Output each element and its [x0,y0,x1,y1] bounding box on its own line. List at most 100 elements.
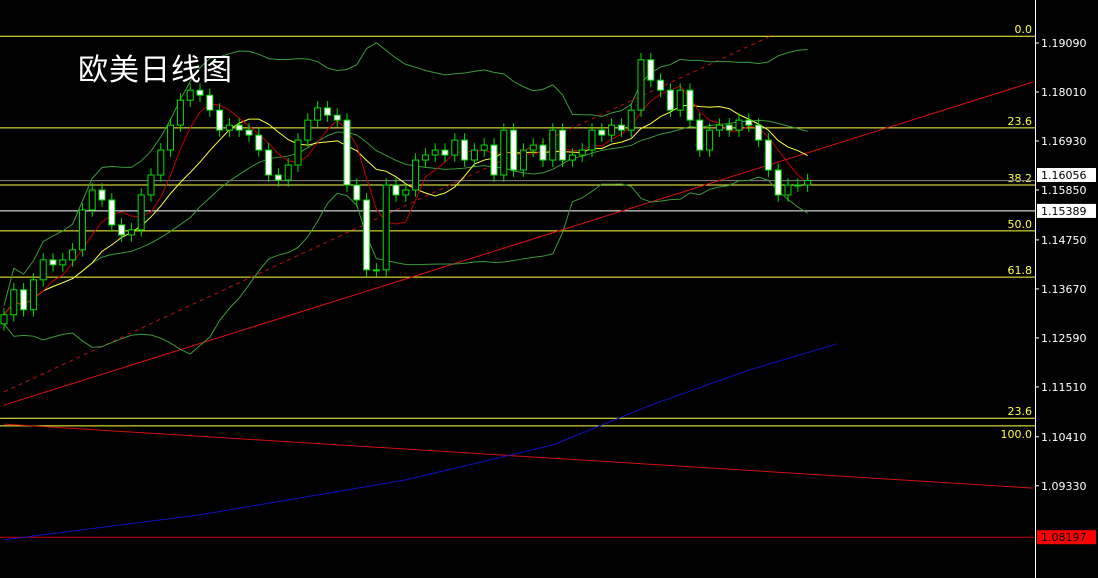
trendline [3,81,1034,406]
candle [617,118,625,137]
moving-average-slow-line [3,104,808,316]
candle [49,253,57,272]
candle [549,123,557,167]
candle [676,83,684,117]
trendline [3,423,1034,489]
candle-body [304,119,312,141]
candle [10,283,18,322]
candle [559,123,567,167]
candle [725,118,733,137]
candle-body [255,134,263,151]
candle [519,143,527,177]
candle-body [88,189,96,211]
candle-body [20,289,28,311]
candle [314,101,322,127]
candle-body [500,129,508,176]
candle-body [774,169,782,196]
candle-body [69,249,77,261]
candle [529,138,537,157]
fib-level-label: 61.8 [1008,264,1033,277]
candle [578,143,586,162]
axis-tick-label: 1.14750 [1041,234,1087,247]
candle-body [402,189,410,196]
candle [657,73,665,97]
candle [20,283,28,317]
candle [774,163,782,202]
candle [167,118,175,157]
candle-body [617,124,625,131]
candle [108,193,116,232]
candle-body [363,199,371,271]
candle [118,218,126,242]
candle-body [794,184,802,187]
axis-tick-label: 1.12590 [1041,332,1087,345]
candle [196,83,204,102]
candle [225,118,233,137]
candle-body [59,259,67,266]
candle [627,103,635,137]
axis-tick-label: 1.09330 [1041,480,1087,493]
candle-body [412,159,420,191]
candle [412,153,420,197]
candle-body [451,139,459,156]
candle [157,143,165,182]
price-label-box [1037,530,1096,545]
candle [500,123,508,182]
candle-body [10,289,18,316]
candle-body [176,99,184,126]
candle [39,253,47,287]
candle [421,148,429,167]
candle-body [637,59,645,111]
candle-body [49,259,57,266]
price-label: 1.16056 [1041,169,1087,182]
candle [372,263,380,277]
fib-level-label: 23.6 [1008,115,1033,128]
candle-body [186,89,194,101]
candle-body [323,107,331,116]
candle-body [764,139,772,171]
candle-body [686,89,694,121]
candle [764,133,772,177]
candle-body [167,124,175,151]
candle-body [666,89,674,111]
candle [735,113,743,137]
candle-body [431,149,439,156]
candle-body [657,79,665,91]
candle-body [343,119,351,186]
candle-body [284,164,292,181]
candle [461,133,469,167]
bollinger-middle-band [3,119,808,316]
candle [392,178,400,202]
candle-body [108,199,116,226]
candle-body [274,174,282,181]
candle [59,253,67,272]
candle-body [421,154,429,161]
candle [284,158,292,187]
candle [794,178,802,192]
candle-body [294,139,302,166]
candle [127,223,135,242]
candle-body [608,124,616,136]
axis-tick-label: 1.16930 [1041,135,1087,148]
candle-body [804,179,812,186]
long-moving-average-line [3,343,838,541]
candle-body [706,129,714,151]
candle [480,138,488,157]
candle-body [568,154,576,161]
candle [382,178,390,277]
candle-body [196,89,204,96]
candle [431,143,439,162]
fib-level-label: 23.6 [1008,405,1033,418]
price-label: 1.15389 [1041,205,1087,218]
candle-body [147,174,155,196]
candle [255,128,263,157]
candle [216,103,224,137]
candle-body [265,149,273,176]
candle-body [137,194,145,231]
fib-level-label: 0.0 [1015,23,1033,36]
bollinger-lower-band [3,176,808,355]
candle [69,243,77,267]
candle [647,52,655,88]
